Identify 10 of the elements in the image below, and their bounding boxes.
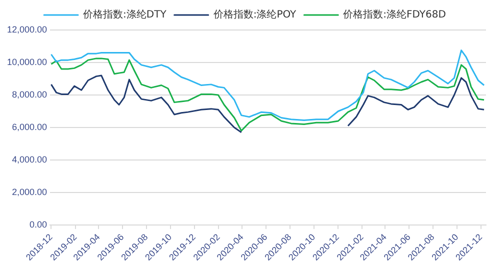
y-tick-label: 6,000.00 xyxy=(12,122,48,132)
legend-label: 价格指数:涤纶FDY68D xyxy=(342,8,446,21)
y-tick-label: 8,000.00 xyxy=(12,89,48,100)
legend-label: 价格指数:涤纶POY xyxy=(212,8,298,21)
y-tick-label: 12,000.00 xyxy=(6,24,48,34)
y-tick-label: 0.00 xyxy=(30,219,48,230)
y-tick-label: 2,000.00 xyxy=(12,186,48,197)
y-tick-label: 10,000.00 xyxy=(6,56,48,67)
y-tick-label: 4,000.00 xyxy=(12,154,48,164)
legend-label: 价格指数:涤纶DTY xyxy=(82,8,168,21)
